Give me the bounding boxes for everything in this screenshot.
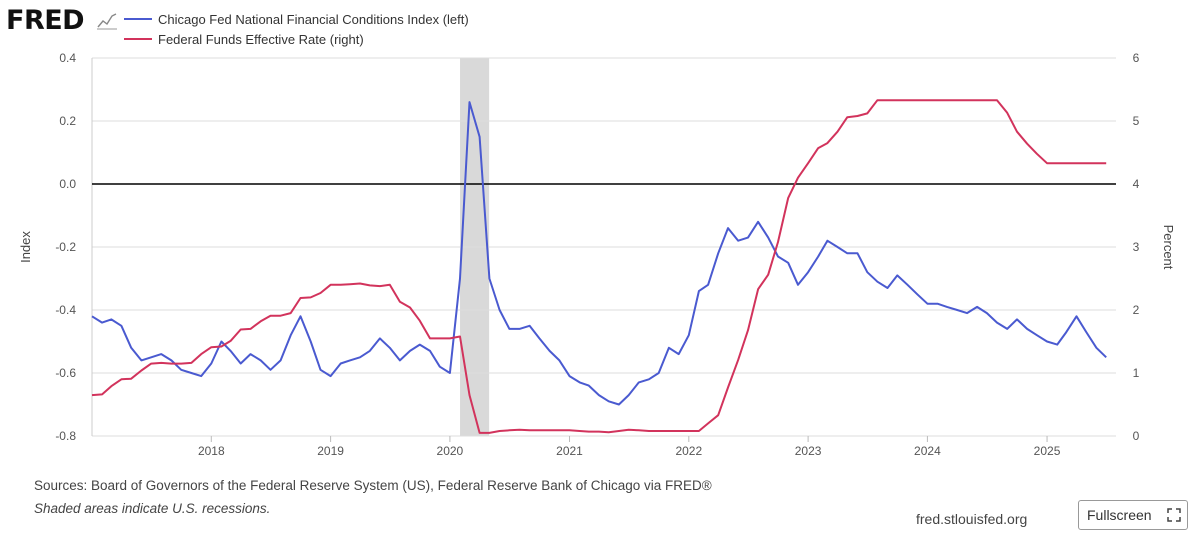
x-tick-label: 2019 [317,444,344,458]
legend-swatch [124,17,152,20]
right-tick-label: 5 [1133,114,1140,128]
fedfunds-series-line [91,99,1107,434]
chart-area[interactable]: 0.4 0.2 0.0 -0.2 -0.4 -0.6 -0.8 6 5 4 3 2 1 0 2018 2019… [0,44,1200,464]
right-tick-label: 0 [1133,429,1140,443]
x-tick-label: 2023 [795,444,822,458]
right-tick-label: 6 [1133,51,1140,65]
x-tick-label: 2025 [1034,444,1061,458]
line-chart-icon [97,13,117,30]
left-tick-label: 0.0 [59,177,76,191]
left-axis-title: Index [18,231,33,263]
right-tick-label: 1 [1133,366,1140,380]
left-tick-label: 0.4 [59,51,76,65]
chart-legend: Chicago Fed National Financial Condition… [124,10,469,50]
legend-label: Federal Funds Effective Rate (right) [158,32,364,47]
right-axis-title: Percent [1161,225,1176,270]
x-tick-label: 2021 [556,444,583,458]
left-tick-label: -0.4 [55,303,76,317]
x-tick-label: 2024 [914,444,941,458]
legend-label: Chicago Fed National Financial Condition… [158,12,469,27]
right-tick-label: 4 [1133,177,1140,191]
x-tick-label: 2020 [437,444,464,458]
fred-logo[interactable]: FRED [6,5,85,36]
expand-icon [1167,508,1181,522]
legend-swatch [124,37,152,40]
x-tick-label: 2018 [198,444,225,458]
left-tick-label: -0.2 [55,240,76,254]
header-bar: FRED Chicago Fed National Financial Cond… [0,0,1200,52]
x-tick-label: 2022 [675,444,702,458]
left-tick-label: -0.8 [55,429,76,443]
left-tick-label: -0.6 [55,366,76,380]
site-link[interactable]: fred.stlouisfed.org [916,511,1028,527]
recession-note: Shaded areas indicate U.S. recessions. [34,501,271,516]
sources-text: Sources: Board of Governors of the Feder… [34,478,712,493]
fullscreen-label: Fullscreen [1087,507,1152,523]
fullscreen-button[interactable]: Fullscreen [1078,500,1188,530]
right-tick-label: 2 [1133,303,1140,317]
nfci-series-line [91,101,1107,406]
legend-item[interactable]: Federal Funds Effective Rate (right) [124,30,469,50]
legend-item[interactable]: Chicago Fed National Financial Condition… [124,10,469,30]
right-tick-label: 3 [1133,240,1140,254]
left-tick-label: 0.2 [59,114,76,128]
